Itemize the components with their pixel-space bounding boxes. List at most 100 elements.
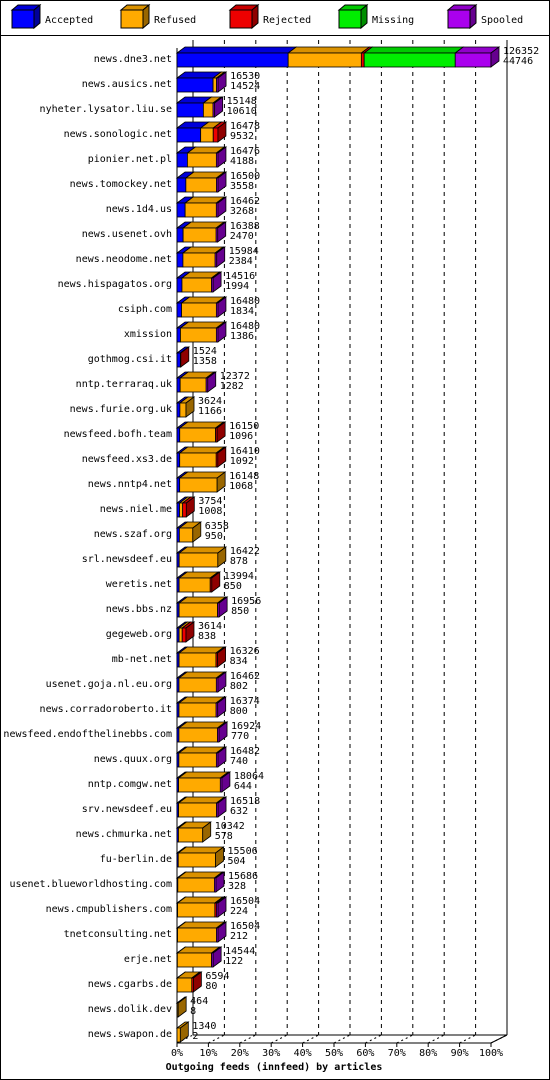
y-tick-label: usenet.goja.nl.eu.org (46, 679, 172, 690)
bar-segment (212, 127, 219, 143)
bar-label: 16148 (229, 471, 259, 482)
bar-label: 878 (230, 556, 248, 567)
bar-side (177, 996, 187, 1018)
legend-swatch (229, 9, 253, 29)
bar-label: 1386 (230, 331, 254, 342)
y-tick-label: news.dolik.dev (88, 1004, 172, 1015)
bar-label: 2470 (230, 231, 254, 242)
bar-top (175, 46, 298, 54)
bar-side (490, 46, 500, 68)
y-tick-label: news.corradoroberto.it (40, 704, 172, 715)
bar-segment (186, 152, 217, 168)
bar-label: 16504 (230, 921, 260, 932)
bar-segment (181, 302, 217, 318)
bar-segment (176, 452, 181, 468)
y-tick-label: news.niel.me (100, 504, 172, 515)
bar-segment (360, 52, 365, 68)
bar-segment (180, 327, 217, 343)
bar-segment (179, 502, 184, 518)
bar-label: 16504 (230, 896, 260, 907)
legend-swatch (338, 9, 362, 29)
bar-label: 122 (225, 956, 243, 967)
bar-segment (176, 352, 181, 368)
bar-segment (176, 377, 181, 393)
bar-side (217, 746, 227, 768)
bar-segment (177, 852, 216, 868)
bar-side (185, 396, 195, 418)
bar-label: 13994 (224, 571, 254, 582)
bar-side (217, 646, 226, 668)
x-tick-label: 70% (388, 1048, 406, 1059)
bar-label: 3754 (198, 496, 222, 507)
bar-side (217, 321, 227, 343)
bar-side (217, 671, 227, 693)
bar-label: 15686 (228, 871, 258, 882)
legend-swatch (11, 9, 35, 29)
y-tick-label: erje.net (124, 954, 172, 965)
y-tick-label: news.neodome.net (76, 254, 172, 265)
bar-segment (212, 77, 217, 93)
bar-label: 16482 (230, 746, 260, 757)
bar-segment (179, 477, 218, 493)
bar-side (217, 896, 227, 918)
y-tick-label: tnetconsulting.net (64, 929, 172, 940)
bar-label: 12372 (220, 371, 250, 382)
bar-side (215, 846, 224, 868)
bar-side (217, 221, 227, 243)
bar-side (217, 196, 227, 218)
bar-side (202, 821, 212, 843)
y-tick-label: nntp.terraraq.uk (76, 379, 172, 390)
bar-label: 80 (205, 981, 217, 992)
bar-label: 800 (230, 706, 248, 717)
bar-label: 15506 (228, 846, 258, 857)
bar-label: 44746 (503, 56, 533, 67)
y-tick-label: news.chmurka.net (76, 829, 172, 840)
x-tick-label: 100% (479, 1048, 503, 1059)
bar-side (217, 296, 227, 318)
bar-side (221, 771, 231, 793)
bar-segment (178, 552, 219, 568)
bar-side (212, 946, 222, 968)
bar-segment (178, 702, 217, 718)
bar-label: 18064 (234, 771, 264, 782)
bar-segment (176, 252, 184, 268)
bar-side (217, 546, 227, 568)
bar-label: 16480 (230, 321, 260, 332)
bar-segment (184, 202, 217, 218)
bar-label: 1092 (230, 456, 254, 467)
bar-label: 1068 (229, 481, 253, 492)
bar-segment (176, 202, 186, 218)
bar-label: 1834 (230, 306, 254, 317)
bar-side (217, 796, 227, 818)
y-tick-label: news.ausics.net (82, 79, 172, 90)
legend-label: Refused (154, 15, 196, 26)
y-tick-label: news.cmpublishers.com (46, 904, 172, 915)
y-tick-label: news.usenet.ovh (82, 229, 172, 240)
bar-segment (178, 627, 183, 643)
bar-side (217, 171, 227, 193)
bar-label: 16518 (230, 796, 260, 807)
bar-side (207, 371, 217, 393)
y-tick-label: weretis.net (106, 579, 172, 590)
bar-label: 504 (228, 856, 246, 867)
y-tick-label: news.swapon.de (88, 1029, 172, 1040)
bar-segment (179, 427, 216, 443)
bar-label: 16462 (230, 671, 260, 682)
legend-swatch (120, 9, 144, 29)
y-tick-label: xmission (124, 329, 172, 340)
bar-segment (200, 127, 214, 143)
bar-label: 1096 (229, 431, 253, 442)
bar-segment (287, 52, 362, 68)
bar-side (218, 721, 228, 743)
legend-label: Accepted (45, 15, 93, 26)
bar-label: 6358 (205, 521, 229, 532)
bar-segment (176, 477, 181, 493)
y-tick-label: news.szaf.org (94, 529, 172, 540)
bar-side (218, 596, 228, 618)
x-tick-label: 80% (419, 1048, 437, 1059)
bar-label: 950 (205, 531, 223, 542)
bar-label: 16480 (230, 296, 260, 307)
bar-label: 770 (231, 731, 249, 742)
x-tick-label: 50% (325, 1048, 343, 1059)
